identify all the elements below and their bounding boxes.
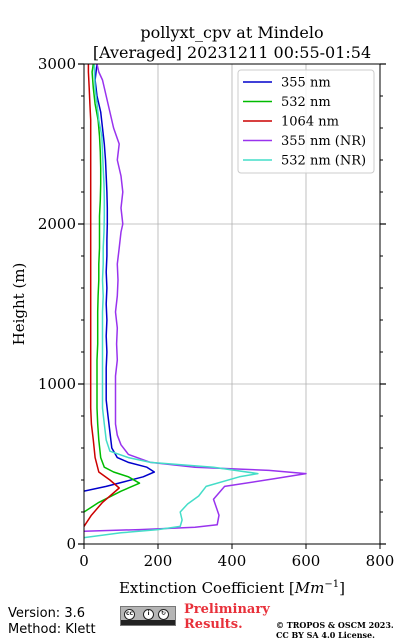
x-axis-label-close: ] [339, 579, 345, 597]
method-text: Method: Klett [8, 622, 96, 637]
series-line-2 [84, 64, 120, 527]
cc-by-sa-license-icon: cc i ↻ [120, 606, 176, 626]
series-line-4 [84, 64, 259, 539]
x-tick-label: 200 [144, 552, 173, 570]
legend-label: 532 nm [281, 95, 331, 110]
y-tick-label: 2000 [38, 215, 76, 233]
x-axis-label-exponent: −1 [324, 579, 339, 590]
x-tick-label: 400 [218, 552, 247, 570]
cc-icon: cc [124, 609, 135, 620]
legend-label: 355 nm (NR) [281, 134, 366, 149]
chart-title-line2: [Averaged] 20231211 00:55-01:54 [93, 43, 371, 62]
tick-labels: 0 200 400 600 800 0 1000 2000 3000 [38, 55, 395, 570]
series-line-1 [84, 64, 141, 513]
x-axis-label: Extinction Coefficient [Mm−1] [119, 579, 345, 597]
series-line-3 [84, 64, 307, 532]
series-line-0 [84, 64, 156, 492]
x-tick-label: 600 [292, 552, 321, 570]
chart: pollyxt_cpv at Mindelo [Averaged] 202312… [10, 23, 395, 597]
version-text: Version: 3.6 [8, 606, 85, 621]
copyright-notice: © TROPOS & OSCM 2023. CC BY SA 4.0 Licen… [276, 620, 394, 640]
series-lines [84, 64, 307, 539]
copyright-line1: © TROPOS & OSCM 2023. [276, 620, 394, 630]
legend-label: 1064 nm [281, 115, 339, 130]
preliminary-line1: Preliminary [184, 602, 270, 617]
preliminary-results-notice: Preliminary Results. [184, 602, 270, 632]
x-axis-label-text: Extinction Coefficient [ [119, 579, 295, 597]
chart-title-line1: pollyxt_cpv at Mindelo [140, 23, 323, 42]
sa-icon: ↻ [158, 609, 169, 620]
x-tick-label: 800 [366, 552, 395, 570]
legend-box [237, 69, 375, 174]
y-axis-label: Height (m) [10, 263, 28, 346]
x-axis-label-unit: Mm [294, 579, 325, 597]
preliminary-line2: Results. [184, 617, 243, 632]
y-tick-label: 3000 [38, 55, 76, 73]
legend-label: 355 nm [281, 76, 331, 91]
cc-badge-strip [121, 620, 175, 625]
by-icon: i [143, 609, 154, 620]
y-tick-label: 1000 [38, 375, 76, 393]
x-tick-label: 0 [79, 552, 89, 570]
y-tick-label: 0 [66, 535, 76, 553]
axis-ticks [78, 63, 386, 549]
copyright-line2: CC BY SA 4.0 License. [276, 630, 375, 640]
legend: 355 nm 532 nm 1064 nm 355 nm (NR) 532 nm (NR… [237, 69, 375, 174]
legend-label: 532 nm (NR) [281, 154, 366, 169]
